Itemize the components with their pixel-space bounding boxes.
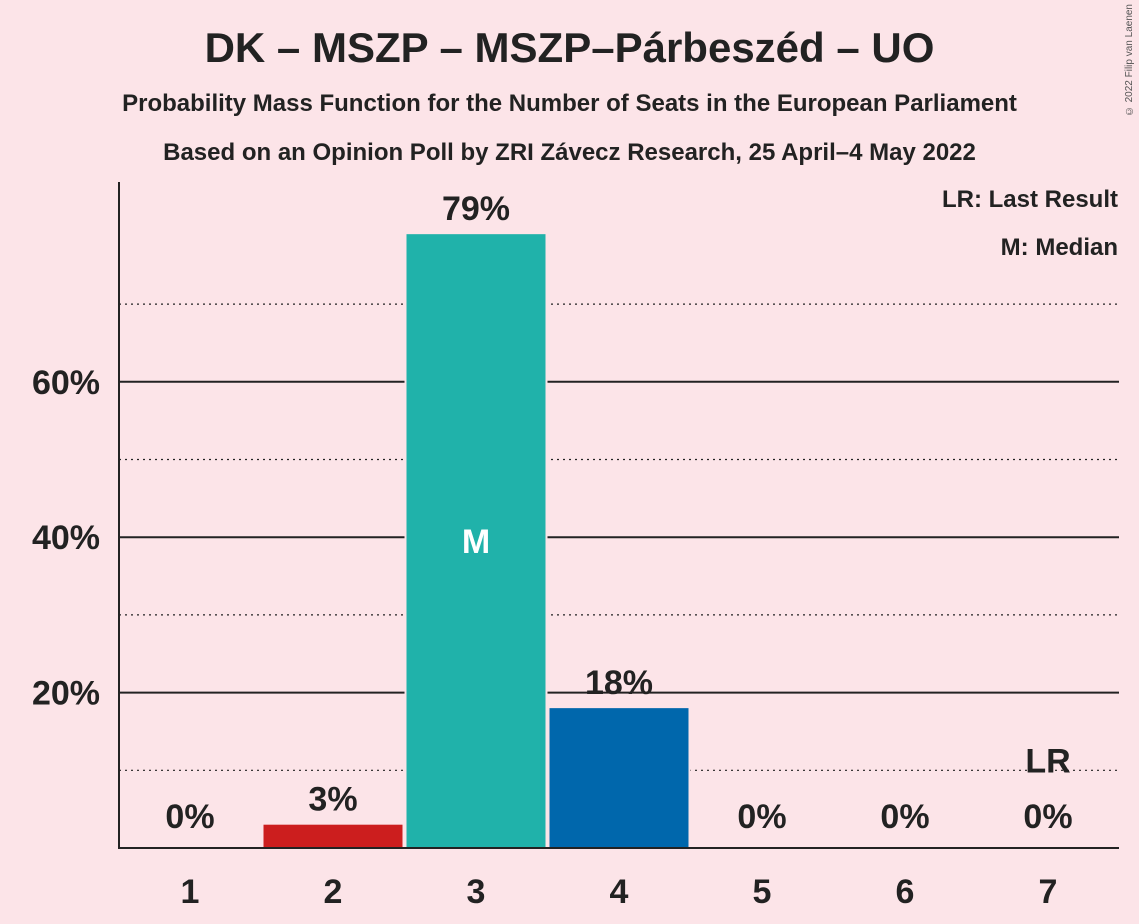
x-tick-label: 7 [1039, 873, 1058, 911]
x-tick-label: 6 [896, 873, 915, 911]
median-marker: M [462, 523, 490, 561]
bar-seat-4 [549, 708, 689, 848]
y-tick-label: 60% [32, 364, 100, 402]
legend-last-result: LR: Last Result [941, 186, 1118, 213]
y-tick-label: 20% [32, 675, 100, 713]
value-label: 0% [880, 798, 929, 836]
value-label: 79% [442, 190, 510, 228]
x-tick-label: 5 [753, 873, 772, 911]
value-label: 0% [1023, 798, 1072, 836]
last-result-marker: LR [1025, 742, 1070, 780]
chart-subtitle-poll: Based on an Opinion Poll by ZRI Závecz R… [163, 139, 976, 166]
value-label: 0% [737, 798, 786, 836]
x-tick-label: 2 [324, 873, 343, 911]
bar-seat-2 [263, 824, 403, 848]
y-tick-label: 40% [32, 519, 100, 557]
value-label: 0% [165, 798, 214, 836]
chart-subtitle: Probability Mass Function for the Number… [122, 90, 1017, 117]
legend-median: M: Median [1000, 234, 1118, 261]
x-tick-label: 1 [181, 873, 200, 911]
value-label: 3% [308, 781, 357, 819]
x-tick-label: 3 [467, 873, 486, 911]
chart-title: DK – MSZP – MSZP–Párbeszéd – UO [204, 24, 935, 71]
bar-seat-3 [406, 234, 546, 849]
x-tick-label: 4 [610, 873, 629, 911]
value-label: 18% [585, 664, 653, 702]
